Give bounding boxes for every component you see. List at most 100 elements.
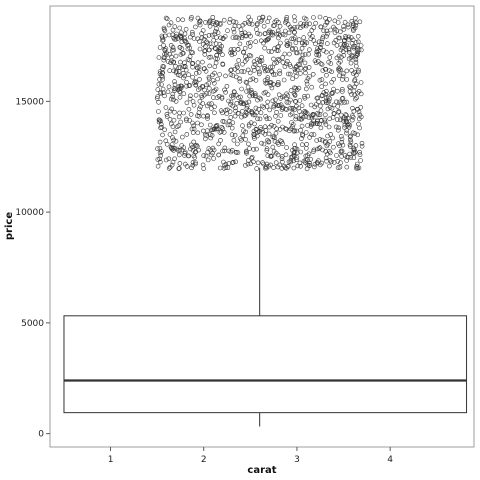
outlier-point [160, 37, 166, 43]
outlier-point [270, 81, 276, 87]
outlier-point [303, 130, 309, 135]
outlier-point [348, 139, 354, 145]
outlier-point [268, 82, 274, 88]
outlier-point [246, 40, 251, 46]
outlier-point [305, 153, 310, 158]
outlier-point [274, 110, 279, 115]
outlier-point [243, 137, 248, 142]
outlier-point [285, 93, 291, 98]
outlier-point [293, 85, 299, 91]
outlier-point [299, 116, 305, 122]
outlier-point [308, 36, 314, 42]
outlier-point [245, 161, 251, 167]
outlier-point [227, 16, 233, 22]
outlier-point [300, 52, 306, 58]
outlier-point [327, 55, 333, 60]
outlier-point [267, 80, 273, 86]
outlier-point [333, 124, 339, 130]
outlier-point [233, 108, 238, 114]
outlier-point [162, 93, 167, 99]
outlier-point [344, 164, 350, 170]
outlier-point [353, 72, 359, 78]
outlier-point [276, 31, 281, 37]
outlier-point [200, 84, 205, 89]
outlier-point [297, 109, 302, 114]
outlier-point [236, 111, 241, 116]
outlier-point [215, 48, 221, 53]
outlier-point [276, 20, 281, 25]
outlier-point [279, 139, 285, 144]
outlier-point [169, 147, 175, 152]
outlier-point [355, 51, 361, 57]
outlier-point [246, 88, 252, 94]
outlier-point [186, 42, 192, 48]
y-axis-title: price [4, 212, 15, 240]
outlier-point [304, 21, 310, 27]
outlier-point [298, 71, 303, 76]
outlier-point [178, 52, 184, 57]
outlier-point [233, 19, 239, 25]
outlier-point [180, 134, 185, 140]
outlier-point [326, 124, 332, 130]
outlier-point [179, 35, 184, 40]
outlier-point [224, 111, 230, 116]
outlier-point [178, 65, 183, 70]
outlier-point [191, 102, 197, 108]
outlier-point [350, 106, 355, 111]
outlier-point [321, 28, 327, 34]
outlier-point [302, 60, 308, 66]
outlier-point [304, 81, 310, 87]
outlier-point [337, 99, 342, 105]
outlier-point [190, 144, 195, 150]
outlier-point [155, 87, 161, 92]
outlier-point [293, 40, 299, 46]
outlier-point [275, 103, 280, 108]
outlier-point [352, 150, 358, 155]
outlier-point [354, 51, 360, 56]
outlier-point [217, 72, 222, 77]
outlier-point [226, 98, 231, 104]
outlier-point [254, 133, 260, 139]
outlier-point [181, 145, 186, 150]
outlier-point [202, 52, 208, 57]
outlier-point [206, 76, 212, 82]
outlier-point [236, 58, 241, 63]
outlier-point [161, 25, 167, 31]
outlier-point [181, 71, 186, 76]
outlier-point [261, 90, 267, 96]
outlier-point [264, 77, 270, 82]
outlier-point [228, 99, 234, 105]
outlier-point [251, 128, 257, 134]
outlier-point [347, 134, 353, 140]
outlier-point [283, 17, 289, 22]
outlier-point [206, 74, 212, 80]
outlier-point [237, 41, 243, 47]
outlier-point [293, 65, 299, 70]
outlier-point [355, 132, 361, 138]
outlier-point [163, 105, 169, 110]
outlier-point [331, 144, 336, 150]
outlier-point [284, 100, 290, 105]
outlier-point [162, 47, 167, 53]
outlier-point [196, 110, 202, 115]
outlier-point [177, 161, 183, 166]
outlier-point [209, 32, 215, 38]
outlier-point [197, 46, 203, 52]
outlier-point [306, 115, 312, 120]
outlier-point [233, 92, 239, 98]
outlier-point [222, 145, 228, 151]
outlier-point [299, 56, 305, 61]
outlier-point [311, 15, 316, 20]
outlier-point [213, 86, 219, 92]
outlier-point [328, 159, 334, 165]
outlier-point [243, 33, 248, 39]
outlier-point [284, 107, 289, 112]
outlier-point [337, 117, 343, 123]
outlier-point [243, 163, 248, 168]
outlier-point [221, 17, 227, 23]
outlier-point [176, 166, 182, 171]
outlier-point [188, 34, 193, 40]
outlier-point [157, 45, 163, 50]
outlier-point [223, 165, 229, 170]
outlier-point [356, 89, 362, 94]
